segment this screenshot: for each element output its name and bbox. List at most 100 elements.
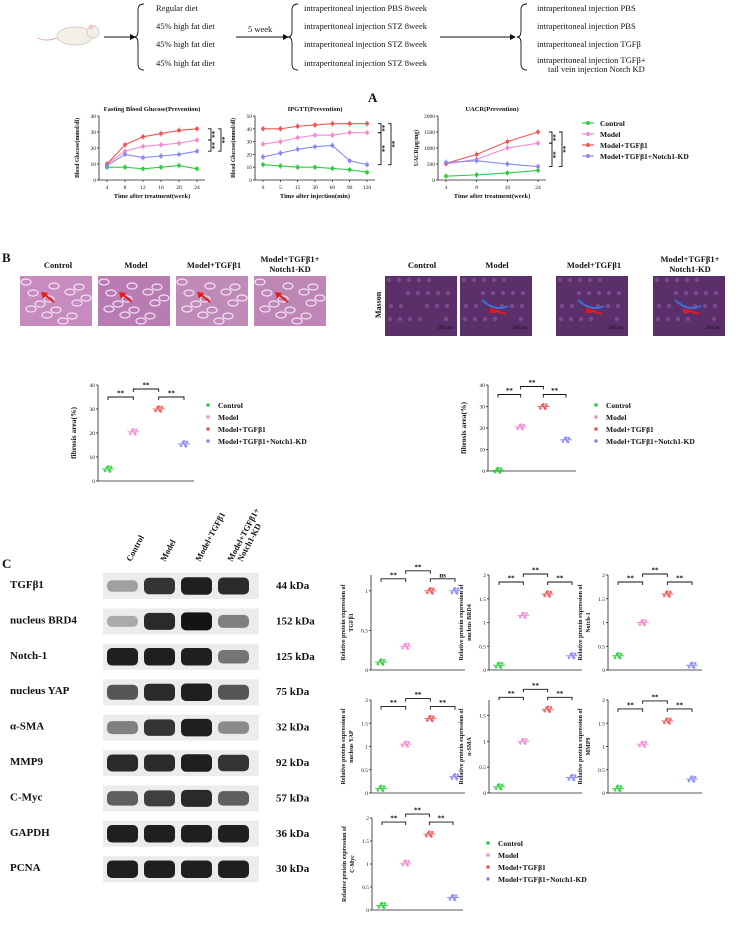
blot-band: [218, 684, 249, 700]
legend-control: Control: [218, 401, 243, 410]
sig-bracket-3: [158, 396, 185, 400]
x-axis-label: Time after injection(min): [280, 193, 350, 200]
tissue-texture: [713, 290, 719, 296]
legend-tgf: Model+TGFβ1: [606, 425, 654, 434]
collagen-fiber: [577, 299, 605, 309]
tubule: [236, 294, 248, 302]
treatment-4-cont: tail vein injection Notch KD: [548, 64, 645, 74]
y-tick-label: 1.5: [361, 721, 368, 727]
injection-2: intraperitoneal injection STZ 8week: [304, 21, 428, 31]
blot-band: [144, 648, 175, 666]
legend-kd: Model+TGFβ1+Notch1-KD: [606, 437, 695, 446]
blot-band: [181, 860, 212, 878]
masson-images: Masson Control Model Model+TGFβ1 Model+T…: [374, 254, 720, 318]
he-label-control: Control: [44, 260, 73, 270]
data-point: [668, 717, 672, 721]
masson-label-tgf: Model+TGFβ1: [567, 260, 621, 270]
dot-plot-5: 0 0.5 1 1.5 2 Relative protein expression of N…: [578, 567, 702, 674]
data-point: [179, 444, 183, 448]
x-tick-label: 15: [295, 185, 301, 191]
data-point: [381, 789, 385, 793]
data-point: [536, 141, 540, 146]
data-point: [613, 788, 617, 792]
y-tick-label: 30: [480, 405, 486, 411]
y-tick-label: 1: [483, 739, 486, 745]
data-point: [662, 721, 666, 725]
sig-bracket-3-label: ns: [439, 571, 446, 579]
sig-bracket-2-label: **: [532, 682, 540, 690]
data-point: [455, 777, 459, 781]
masson-image-1: 200 μm: [385, 276, 457, 336]
tubule: [227, 299, 239, 307]
blot-band: [107, 754, 138, 772]
data-point: [123, 165, 127, 170]
data-point: [330, 143, 335, 148]
blot-band: [144, 860, 175, 878]
data-point: [641, 740, 645, 744]
sig-bracket-1: [380, 706, 407, 710]
y-tick-label: 1: [602, 745, 605, 751]
tubule: [199, 295, 211, 303]
data-point: [618, 656, 622, 660]
sig-bracket-3-label: **: [556, 575, 564, 583]
tubule: [307, 283, 319, 291]
data-point: [693, 661, 697, 665]
data-point: [159, 154, 163, 158]
y-tick-label: 1: [483, 621, 486, 627]
data-point: [195, 138, 199, 142]
data-point: [567, 656, 571, 660]
blot-band: [218, 721, 249, 734]
y-tick-label: 1.5: [479, 597, 486, 603]
tissue-texture: [519, 303, 525, 309]
x-axis-label: Time after treatment(week): [454, 193, 531, 200]
tissue-texture: [578, 316, 584, 322]
data-point: [295, 135, 300, 140]
injection-1: intraperitoneal injection PBS 8week: [304, 3, 428, 13]
data-point: [456, 587, 460, 591]
data-point: [382, 906, 386, 910]
tissue-texture: [462, 316, 468, 322]
y-tick-label: 0: [365, 791, 368, 797]
sig-bracket-2-label: **: [381, 145, 389, 153]
legend-dot-kd: [486, 877, 490, 881]
y-tick-label: 40: [91, 114, 97, 120]
tubule: [197, 311, 209, 319]
data-point: [497, 661, 501, 665]
tissue-texture: [654, 277, 660, 283]
lane-label-tgf: Model+TGFβ1: [193, 510, 227, 563]
data-point: [424, 834, 428, 838]
data-point: [543, 709, 547, 713]
blot-band: [107, 860, 138, 878]
tissue-texture: [387, 316, 393, 322]
sig-bracket-2: [522, 573, 549, 577]
sig-bracket-3: [666, 708, 693, 712]
legend-control: Control: [606, 401, 631, 410]
blot-band: [181, 789, 212, 807]
scale-bar-label: 200 μm: [705, 326, 720, 331]
sig-bracket-3: [388, 123, 392, 166]
y-tick-label: 1.5: [598, 597, 605, 603]
sig-bracket-3: [547, 696, 573, 701]
tissue-texture: [702, 303, 708, 309]
tissue-texture: [405, 290, 411, 296]
dot-plot-2: 0 10 20 30 40 fibrosis area(%) ** ** **: [459, 379, 576, 475]
legend-dot-tgf: [206, 427, 210, 431]
tissue-texture: [416, 277, 422, 283]
data-point: [159, 142, 163, 147]
y-tick-label: 10: [480, 448, 486, 454]
collagen-fiber: [674, 299, 702, 309]
data-point: [380, 901, 384, 905]
tissue-texture: [500, 290, 506, 296]
tissue-texture: [616, 290, 622, 296]
arrowhead-icon: [283, 34, 289, 40]
red-arrow-icon: [589, 309, 603, 315]
data-point: [313, 144, 317, 149]
data-point: [365, 170, 369, 175]
tubule: [135, 317, 147, 325]
blot-lane-labels: Control Model Model+TGFβ1 Model+TGFβ1+ N…: [124, 506, 263, 563]
tissue-texture: [386, 277, 392, 283]
sig-bracket-1: [498, 696, 524, 701]
tissue-texture: [558, 316, 564, 322]
